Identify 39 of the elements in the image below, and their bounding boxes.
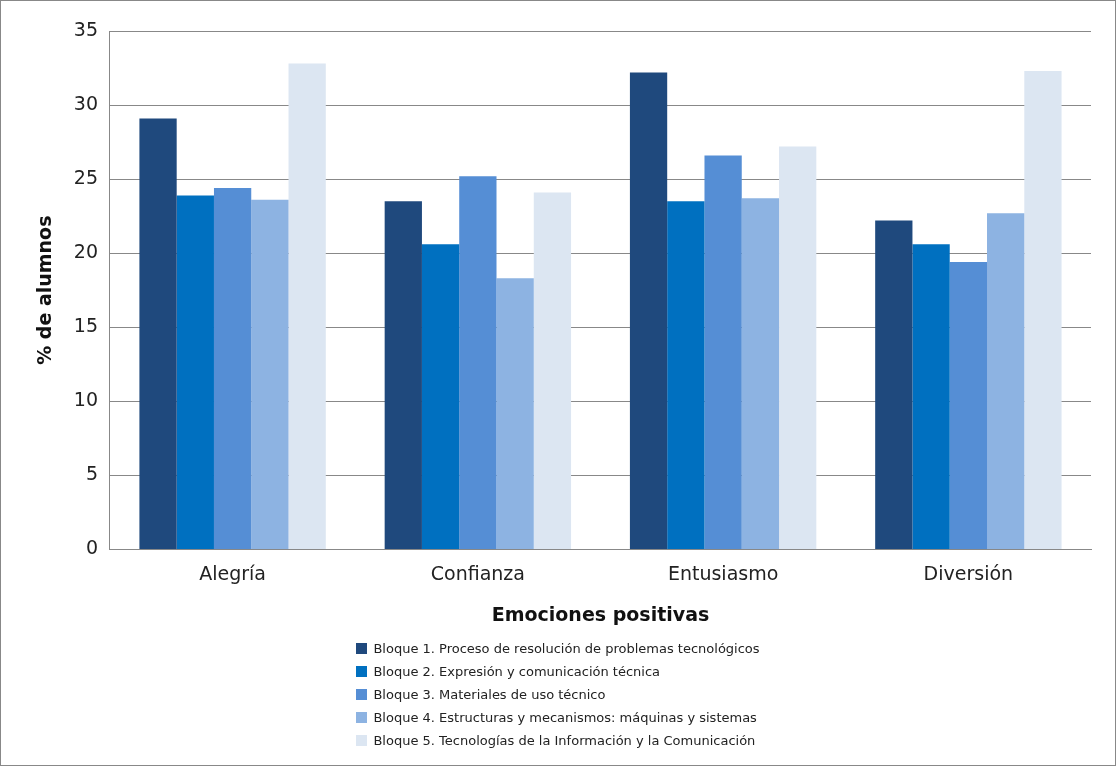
y-tick-label: 35 xyxy=(73,17,98,40)
y-tick-label: 10 xyxy=(73,388,98,411)
bar xyxy=(533,192,572,549)
bar xyxy=(251,199,289,549)
bar xyxy=(1024,70,1062,549)
bar xyxy=(213,188,252,549)
y-tick-label: 15 xyxy=(73,314,98,337)
bar xyxy=(667,201,705,549)
legend-label: Bloque 3. Materiales de uso técnico xyxy=(373,687,606,702)
legend-label: Bloque 5. Tecnologías de la Información y la Comunicación xyxy=(373,733,756,748)
legend-label: Bloque 2. Expresión y comunicación técnica xyxy=(373,664,661,679)
legend-label: Bloque 1. Proceso de resolución de problemas tecnológicos xyxy=(373,641,760,656)
y-axis-title: % de alumnos xyxy=(33,215,56,365)
bar xyxy=(949,262,988,549)
bar xyxy=(288,63,326,549)
bar xyxy=(875,220,913,549)
bar xyxy=(384,201,422,549)
y-tick-label: 20 xyxy=(73,240,98,263)
x-tick-label: Confianza xyxy=(430,561,525,584)
bar xyxy=(496,278,534,549)
bar xyxy=(912,244,950,549)
legend-label: Bloque 4. Estructuras y mecanismos: máquinas y sistemas xyxy=(373,710,757,725)
bar xyxy=(704,155,742,549)
bar xyxy=(987,213,1025,549)
x-tick-label: Entusiasmo xyxy=(667,561,779,584)
x-tick-label: Diversión xyxy=(923,561,1014,584)
bar xyxy=(629,72,668,549)
bar xyxy=(459,176,497,549)
bar xyxy=(421,244,460,549)
y-tick-label: 30 xyxy=(73,91,98,114)
y-tick-label: 0 xyxy=(85,536,98,559)
bar xyxy=(176,195,214,549)
x-tick-label: Alegría xyxy=(199,561,266,584)
bar xyxy=(779,146,817,549)
y-tick-label: 25 xyxy=(73,166,98,189)
bar xyxy=(741,198,780,549)
bar xyxy=(139,118,177,549)
y-tick-label: 5 xyxy=(85,462,98,485)
x-axis-title: Emociones positivas xyxy=(491,602,710,625)
